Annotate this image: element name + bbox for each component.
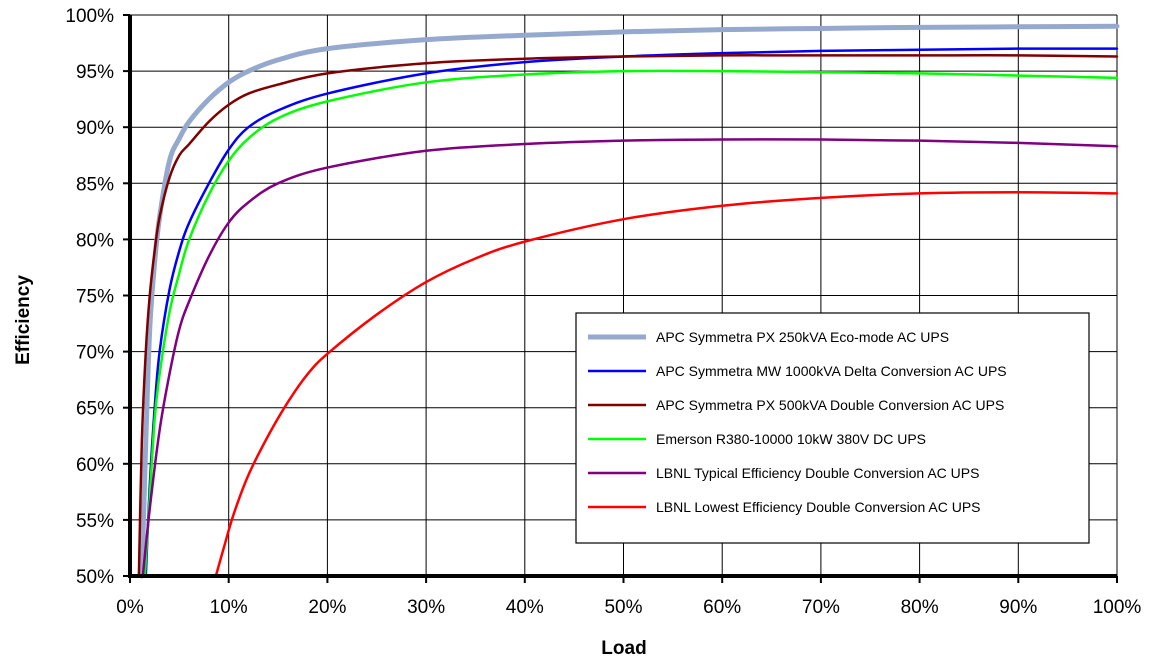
y-tick-label: 50%: [76, 567, 114, 588]
tick-labels: 50% 55% 60% 65% 70% 75% 80% 85% 90% 95% 100% 0% 10% 2…: [65, 6, 1141, 618]
y-tick-label: 85%: [76, 174, 114, 195]
y-tick-label: 60%: [76, 455, 114, 476]
legend-label: LBNL Typical Efficiency Double Conversio…: [656, 465, 979, 481]
series-line-4: [143, 69, 1119, 578]
y-tick-label: 80%: [76, 230, 114, 251]
y-tick-label: 75%: [76, 287, 114, 308]
legend-label: APC Symmetra MW 1000kVA Delta Conversion…: [656, 363, 1007, 379]
legend-label: LBNL Lowest Efficiency Double Conversion…: [656, 499, 981, 515]
series-line-2: [144, 47, 1119, 578]
legend-label: APC Symmetra PX 250kVA Eco-mode AC UPS: [656, 329, 949, 345]
legend-label: APC Symmetra PX 500kVA Double Conversion…: [656, 397, 1004, 413]
axes: [123, 14, 1118, 583]
x-tick-label: 70%: [802, 597, 840, 618]
series-line-1: [139, 23, 1120, 579]
series-line-6: [214, 191, 1119, 578]
y-tick-label: 90%: [76, 118, 114, 139]
x-tick-label: 80%: [901, 597, 939, 618]
legend: APC Symmetra PX 250kVA Eco-mode AC UPS AP…: [575, 312, 1090, 544]
y-tick-label: 55%: [76, 511, 114, 532]
y-axis-title: Efficiency: [13, 275, 34, 365]
series-lines: [137, 23, 1120, 579]
legend-label: Emerson R380-10000 10kW 380V DC UPS: [656, 431, 926, 447]
y-tick-label: 100%: [65, 6, 114, 27]
series-line-5: [141, 138, 1119, 578]
x-tick-label: 50%: [604, 597, 642, 618]
x-tick-label: 20%: [308, 597, 346, 618]
grid-lines: [130, 14, 1118, 576]
x-tick-label: 0%: [116, 597, 144, 618]
x-tick-label: 60%: [703, 597, 741, 618]
y-tick-label: 95%: [76, 62, 114, 83]
x-tick-label: 30%: [407, 597, 445, 618]
x-tick-label: 40%: [506, 597, 544, 618]
y-tick-label: 65%: [76, 399, 114, 420]
x-tick-label: 90%: [999, 597, 1037, 618]
x-tick-label: 10%: [210, 597, 248, 618]
x-axis-title: Load: [601, 638, 646, 659]
y-tick-label: 70%: [76, 343, 114, 364]
x-tick-label: 100%: [1093, 597, 1142, 618]
series-line-3: [137, 54, 1119, 578]
legend-box: [575, 312, 1090, 544]
